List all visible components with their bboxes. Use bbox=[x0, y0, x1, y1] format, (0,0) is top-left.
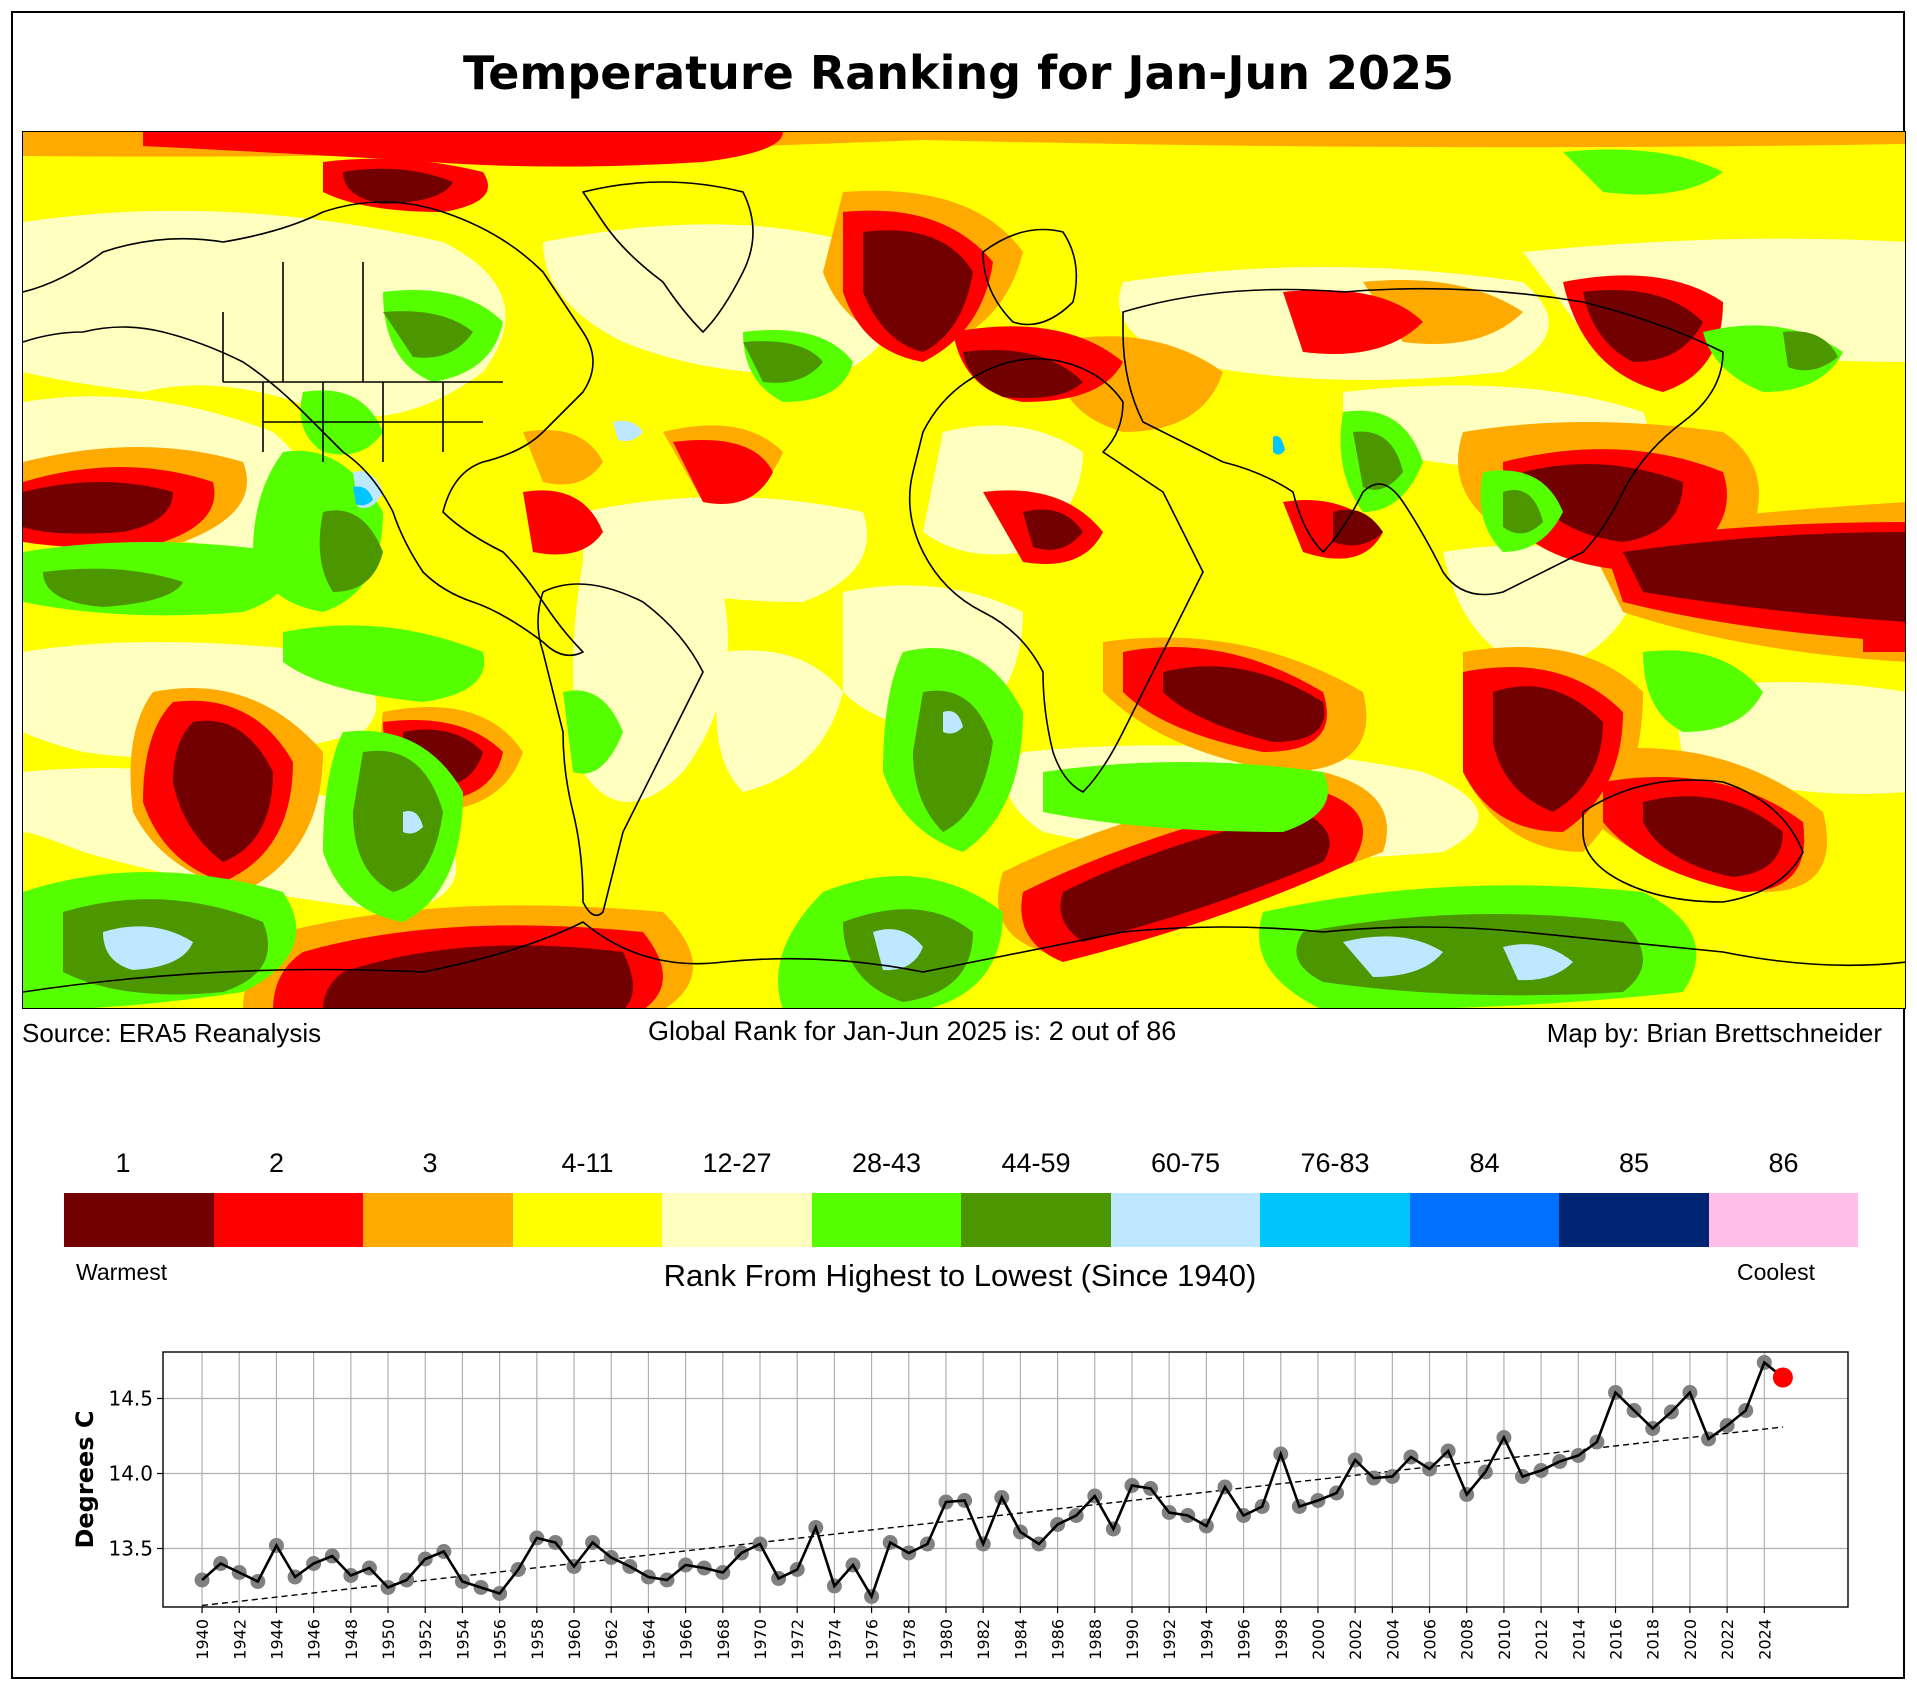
x-tick-label: 2020 bbox=[1681, 1619, 1700, 1660]
colorbar-segment-60-75 bbox=[1110, 1193, 1260, 1247]
colorbar-segment-86 bbox=[1708, 1193, 1858, 1247]
map-rank-76-83-regions bbox=[353, 435, 1285, 506]
temperature-rank-map bbox=[22, 131, 1906, 1009]
colorbar-label: 44-59 bbox=[1001, 1148, 1071, 1178]
colorbar-segment-4-11 bbox=[512, 1193, 662, 1247]
x-tick-label: 1952 bbox=[416, 1619, 435, 1660]
colorbar-label: 3 bbox=[422, 1148, 438, 1178]
colorbar-cool-label: Coolest bbox=[1737, 1259, 1815, 1285]
x-tick-label: 2022 bbox=[1718, 1619, 1737, 1660]
x-tick-label: 1948 bbox=[342, 1619, 361, 1660]
y-tick-label: 14.0 bbox=[108, 1462, 153, 1486]
source-caption: Source: ERA5 Reanalysis bbox=[22, 1018, 322, 1048]
x-tick-label: 1942 bbox=[230, 1619, 249, 1660]
x-tick-label: 2010 bbox=[1495, 1619, 1514, 1660]
trend-line-group bbox=[201, 1426, 1783, 1607]
temperature-line bbox=[201, 1360, 1784, 1600]
x-tick-label: 1946 bbox=[305, 1619, 324, 1660]
colorbar-segment-85 bbox=[1559, 1193, 1709, 1247]
colorbar-segment-76-83 bbox=[1260, 1193, 1410, 1247]
x-tick-label: 1964 bbox=[639, 1619, 658, 1660]
x-tick-label: 2008 bbox=[1458, 1619, 1477, 1660]
x-tick-label: 2014 bbox=[1569, 1619, 1588, 1660]
x-tick-label: 1970 bbox=[751, 1619, 770, 1660]
map-coastlines bbox=[23, 181, 1905, 993]
temperature-timeseries-chart: 13.5 14.0 14.5 1940 1942 1944 1946 1948 1950 195… bbox=[71, 1351, 1849, 1660]
x-tick-label: 1984 bbox=[1011, 1619, 1030, 1660]
colorbar-segment-12-27 bbox=[662, 1193, 812, 1247]
map-credit-caption: Map by: Brian Brettschneider bbox=[1546, 1018, 1882, 1048]
colorbar-label: 84 bbox=[1469, 1148, 1500, 1178]
colorbar-label: 76-83 bbox=[1300, 1148, 1370, 1178]
x-tick-label: 1980 bbox=[937, 1619, 956, 1660]
colorbar-segment-3 bbox=[363, 1193, 513, 1247]
rank-colorbar bbox=[64, 1193, 1858, 1247]
world-map-raster bbox=[23, 132, 1905, 1008]
colorbar-labels: 1 2 3 4-11 12-27 28-43 44-59 60-75 76-83 84 85 86 bbox=[64, 1148, 1858, 1182]
y-tick-label: 13.5 bbox=[108, 1537, 153, 1561]
x-tick-label: 1966 bbox=[677, 1619, 696, 1660]
x-tick-label: 2002 bbox=[1346, 1619, 1365, 1660]
colorbar-label: 86 bbox=[1768, 1148, 1799, 1178]
x-tick-label: 1940 bbox=[193, 1619, 212, 1660]
x-tick-label: 1954 bbox=[453, 1619, 472, 1660]
x-tick-label: 2016 bbox=[1607, 1619, 1626, 1660]
x-tick-label: 1994 bbox=[1197, 1619, 1216, 1660]
colorbar-label: 85 bbox=[1618, 1148, 1650, 1178]
x-tick-label: 2012 bbox=[1532, 1619, 1551, 1660]
y-axis-label: Degrees C bbox=[71, 1410, 99, 1548]
x-tick-label: 1956 bbox=[491, 1619, 510, 1660]
x-tick-label: 1986 bbox=[1049, 1619, 1068, 1660]
x-tick-label: 1962 bbox=[602, 1619, 621, 1660]
colorbar-label: 60-75 bbox=[1150, 1148, 1221, 1178]
y-tick-label: 14.5 bbox=[108, 1387, 153, 1411]
x-tick-label: 1974 bbox=[825, 1619, 844, 1660]
x-tick-label: 1950 bbox=[379, 1619, 398, 1660]
current-year-marker bbox=[1772, 1367, 1793, 1388]
x-tick-label: 1972 bbox=[788, 1619, 807, 1660]
x-tick-label: 1944 bbox=[267, 1619, 286, 1660]
colorbar-segment-44-59 bbox=[961, 1193, 1111, 1247]
y-axis-ticks: 13.5 14.0 14.5 bbox=[108, 1387, 163, 1561]
map-rank-60-75-regions bbox=[103, 420, 1573, 981]
x-tick-label: 1978 bbox=[900, 1619, 919, 1660]
x-tick-label: 1982 bbox=[974, 1619, 993, 1660]
x-tick-label: 1976 bbox=[863, 1619, 882, 1660]
colorbar-segment-84 bbox=[1409, 1193, 1559, 1247]
x-tick-label: 2018 bbox=[1644, 1619, 1663, 1660]
colorbar-label: 4-11 bbox=[561, 1148, 614, 1178]
x-axis-ticks: 1940 1942 1944 1946 1948 1950 1952 1954 1956 1958… bbox=[193, 1607, 1774, 1660]
data-series-group bbox=[194, 1355, 1793, 1604]
x-tick-label: 2006 bbox=[1421, 1619, 1440, 1660]
map-rank-1-regions bbox=[23, 168, 1905, 1008]
x-tick-label: 2000 bbox=[1309, 1619, 1328, 1660]
colorbar-segment-28-43 bbox=[811, 1193, 961, 1247]
colorbar-label: 28-43 bbox=[851, 1148, 922, 1178]
x-tick-label: 1992 bbox=[1160, 1619, 1179, 1660]
x-tick-label: 1988 bbox=[1086, 1619, 1105, 1660]
x-tick-label: 2004 bbox=[1383, 1619, 1402, 1660]
x-tick-label: 1996 bbox=[1235, 1619, 1254, 1660]
x-tick-label: 1960 bbox=[565, 1619, 584, 1660]
colorbar-segment-1 bbox=[64, 1193, 214, 1247]
x-tick-label: 2024 bbox=[1755, 1619, 1774, 1660]
colorbar-label: 2 bbox=[268, 1148, 285, 1178]
colorbar-label: 1 bbox=[115, 1148, 131, 1178]
page-title: Temperature Ranking for Jan-Jun 2025 bbox=[462, 46, 1455, 100]
trend-line bbox=[201, 1426, 1783, 1607]
plot-axes-frame bbox=[162, 1351, 1849, 1608]
x-tick-label: 1958 bbox=[528, 1619, 547, 1660]
global-rank-caption: Global Rank for Jan-Jun 2025 is: 2 out o… bbox=[648, 1016, 1177, 1046]
colorbar-title: Rank From Highest to Lowest (Since 1940) bbox=[663, 1258, 1257, 1293]
x-tick-label: 1968 bbox=[714, 1619, 733, 1660]
x-tick-label: 1990 bbox=[1123, 1619, 1142, 1660]
colorbar-warm-label: Warmest bbox=[76, 1259, 168, 1285]
colorbar-segment-2 bbox=[213, 1193, 363, 1247]
x-tick-label: 1998 bbox=[1272, 1619, 1291, 1660]
colorbar-label: 12-27 bbox=[702, 1148, 772, 1178]
